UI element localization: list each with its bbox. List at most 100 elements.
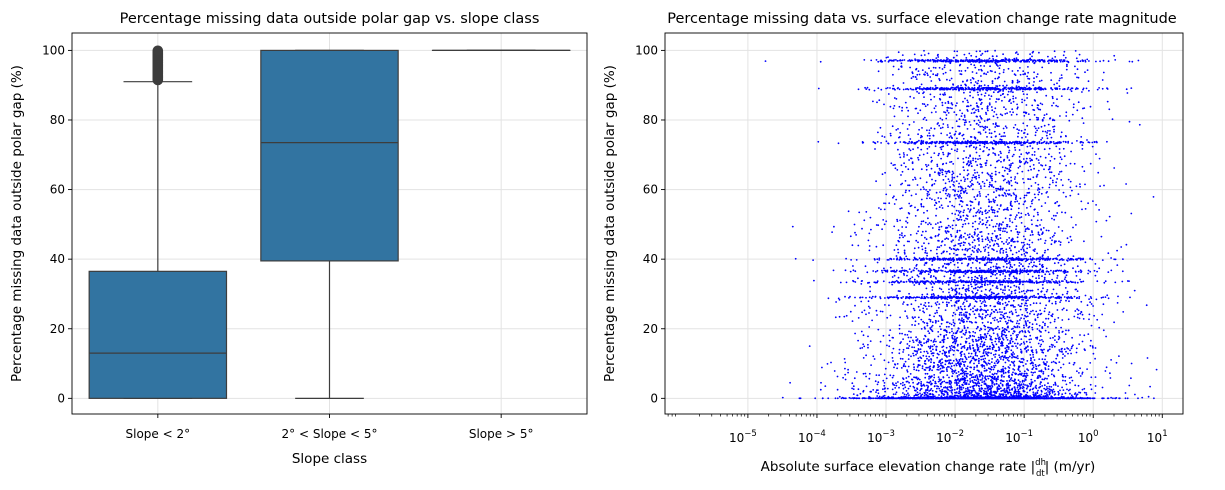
scatter-point <box>1024 163 1026 165</box>
scatter-point <box>795 258 797 260</box>
scatter-point <box>1047 137 1049 139</box>
scatter-point <box>1022 74 1024 76</box>
scatter-point <box>1037 107 1039 109</box>
scatter-point <box>982 346 984 348</box>
scatter-point <box>1025 300 1027 302</box>
scatter-point <box>1059 284 1061 286</box>
scatter-point <box>1005 217 1007 219</box>
scatter-point <box>1055 358 1057 360</box>
scatter-point <box>1016 200 1018 202</box>
scatter-point <box>987 376 989 378</box>
scatter-grid <box>665 33 1183 414</box>
scatter-point <box>1000 113 1002 115</box>
scatter-point <box>946 369 948 371</box>
scatter-point <box>1002 327 1004 329</box>
scatter-point <box>965 312 967 314</box>
scatter-point <box>950 359 952 361</box>
scatter-point <box>844 368 846 370</box>
scatter-point <box>931 353 933 355</box>
scatter-point <box>917 230 919 232</box>
scatter-point <box>1007 346 1009 348</box>
scatter-point <box>1030 290 1032 292</box>
scatter-point <box>1039 188 1041 190</box>
scatter-point <box>1024 226 1026 228</box>
scatter-point <box>914 324 916 326</box>
scatter-point <box>952 127 954 129</box>
scatter-point <box>966 321 968 323</box>
scatter-point <box>956 349 958 351</box>
scatter-point <box>998 172 1000 174</box>
scatter-point <box>969 121 971 123</box>
scatter-point <box>1048 375 1050 377</box>
scatter-point <box>1077 282 1079 284</box>
scatter-point <box>909 278 911 280</box>
scatter-point <box>1018 389 1020 391</box>
scatter-point <box>913 363 915 365</box>
scatter-point <box>962 358 964 360</box>
scatter-point <box>952 373 954 375</box>
scatter-point <box>951 287 953 289</box>
scatter-point <box>882 380 884 382</box>
scatter-point <box>878 207 880 209</box>
scatter-point <box>1026 125 1028 127</box>
scatter-point <box>1037 214 1039 216</box>
scatter-point <box>1012 254 1014 256</box>
scatter-point <box>834 370 836 372</box>
scatter-point <box>1076 352 1078 354</box>
scatter-point <box>947 126 949 128</box>
scatter-point <box>976 328 978 330</box>
scatter-point <box>954 382 956 384</box>
scatter-point <box>1033 109 1035 111</box>
scatter-point <box>1037 293 1039 295</box>
scatter-point <box>918 323 920 325</box>
scatter-point <box>1001 114 1003 116</box>
scatter-point <box>981 172 983 174</box>
scatter-point <box>905 366 907 368</box>
scatter-point <box>956 150 958 152</box>
scatter-point <box>986 227 988 229</box>
scatter-point <box>931 179 933 181</box>
scatter-point <box>1042 352 1044 354</box>
scatter-point <box>1000 95 1002 97</box>
scatter-point <box>965 388 967 390</box>
scatter-point <box>1019 291 1021 293</box>
scatter-point <box>902 195 904 197</box>
scatter-point <box>966 338 968 340</box>
scatter-point <box>1044 125 1046 127</box>
scatter-point <box>920 149 922 151</box>
scatter-point <box>1103 60 1105 62</box>
scatter-point <box>896 367 898 369</box>
scatter-point <box>1080 136 1082 138</box>
scatter-point <box>1053 273 1055 275</box>
scatter-point <box>1021 101 1023 103</box>
scatter-point <box>1024 132 1026 134</box>
scatter-point <box>949 390 951 392</box>
scatter-point <box>1055 301 1057 303</box>
scatter-point <box>896 255 898 257</box>
scatter-point <box>901 333 903 335</box>
scatter-point <box>929 270 931 272</box>
scatter-point <box>905 166 907 168</box>
scatter-point <box>961 314 963 316</box>
scatter-point <box>971 165 973 167</box>
scatter-point <box>1080 301 1082 303</box>
boxplot-y-tick-label: 80 <box>50 113 65 127</box>
scatter-point <box>1108 60 1110 62</box>
scatter-point <box>1023 318 1025 320</box>
scatter-point <box>1014 343 1016 345</box>
scatter-point <box>1040 103 1042 105</box>
scatter-point <box>1038 277 1040 279</box>
scatter-point <box>1033 71 1035 73</box>
scatter-point <box>1066 60 1068 62</box>
scatter-point <box>1029 335 1031 337</box>
scatter-point <box>883 385 885 387</box>
scatter-point <box>926 166 928 168</box>
scatter-point <box>993 306 995 308</box>
scatter-point <box>997 85 999 87</box>
scatter-point <box>1066 389 1068 391</box>
scatter-point <box>1018 315 1020 317</box>
scatter-point <box>1023 325 1025 327</box>
scatter-point <box>901 207 903 209</box>
scatter-point <box>1038 275 1040 277</box>
scatter-point <box>908 134 910 136</box>
